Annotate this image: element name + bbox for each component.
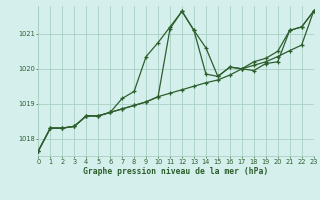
X-axis label: Graphe pression niveau de la mer (hPa): Graphe pression niveau de la mer (hPa) <box>84 167 268 176</box>
